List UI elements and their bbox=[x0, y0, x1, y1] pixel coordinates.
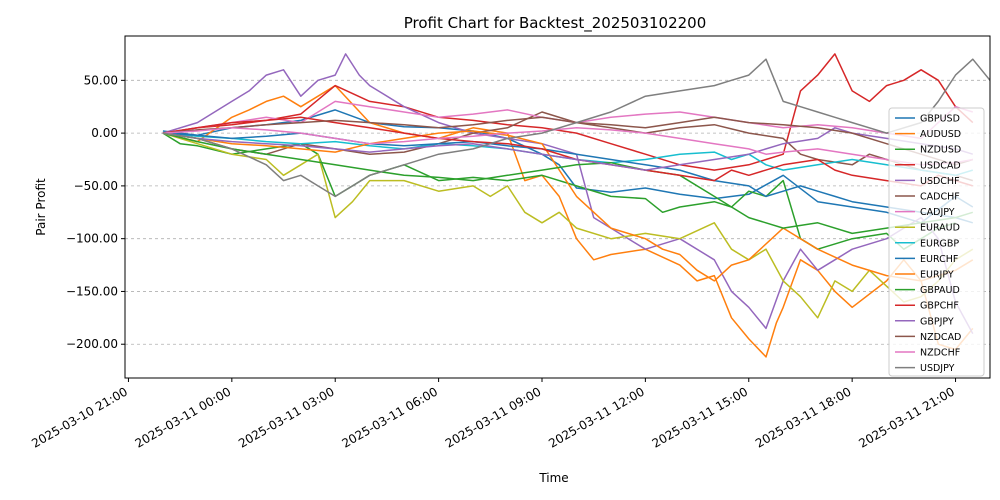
legend-label: NZDCAD bbox=[920, 332, 961, 343]
legend-label: USDCHF bbox=[920, 176, 960, 187]
y-tick-label: 0.00 bbox=[91, 126, 118, 140]
x-axis-title: Time bbox=[538, 471, 568, 485]
legend-label: EURJPY bbox=[920, 270, 954, 281]
y-tick-label: −150.00 bbox=[66, 284, 118, 298]
legend-label: GBPCHF bbox=[920, 301, 959, 312]
series-lines bbox=[162, 53, 991, 358]
legend-label: GBPAUD bbox=[920, 285, 960, 296]
series-line-cadchf bbox=[162, 111, 974, 182]
series-line-usdchf bbox=[162, 53, 974, 335]
y-axis-ticks: 50.00 0.00 −50.00 −100.00 −150.00 −200.00 bbox=[66, 73, 125, 351]
legend-label: EURCHF bbox=[920, 254, 958, 265]
plot-area-frame bbox=[124, 35, 991, 379]
series-line-usdjpy bbox=[162, 58, 991, 198]
legend-label: USDJPY bbox=[920, 363, 955, 374]
series-line-nzdusd bbox=[162, 132, 956, 250]
y-gridlines bbox=[125, 79, 990, 345]
chart-title: Profit Chart for Backtest_202503102200 bbox=[404, 14, 707, 33]
series-line-audusd bbox=[162, 84, 974, 358]
legend-label: NZDUSD bbox=[920, 145, 961, 156]
legend-label: USDCAD bbox=[920, 160, 961, 171]
y-tick-label: −200.00 bbox=[66, 337, 118, 351]
legend-label: EURAUD bbox=[920, 223, 960, 234]
series-line-gbpaud bbox=[162, 132, 974, 235]
y-tick-label: 50.00 bbox=[84, 73, 118, 87]
legend-label: CADCHF bbox=[920, 192, 960, 203]
y-tick-label: −100.00 bbox=[66, 232, 118, 246]
legend: GBPUSD AUDUSD NZDUSD USDCAD USDCHF CADCHF CADJ… bbox=[888, 107, 985, 377]
y-tick-label: −50.00 bbox=[74, 179, 118, 193]
legend-items: GBPUSD AUDUSD NZDUSD USDCAD USDCHF CADCHF CADJ… bbox=[895, 114, 961, 374]
series-line-euraud bbox=[162, 132, 974, 319]
series-line-gbpjpy bbox=[162, 127, 974, 171]
series-line-nzdchf bbox=[162, 127, 973, 166]
series-line-eurjpy bbox=[162, 130, 974, 282]
legend-box bbox=[888, 107, 985, 377]
legend-label: GBPUSD bbox=[920, 114, 960, 125]
legend-label: AUDUSD bbox=[920, 129, 961, 140]
legend-label: GBPJPY bbox=[920, 316, 954, 327]
legend-label: CADJPY bbox=[920, 207, 955, 218]
y-axis-title: Pair Profit bbox=[34, 178, 48, 236]
legend-label: EURGBP bbox=[920, 238, 959, 249]
legend-label: NZDCHF bbox=[920, 348, 960, 359]
